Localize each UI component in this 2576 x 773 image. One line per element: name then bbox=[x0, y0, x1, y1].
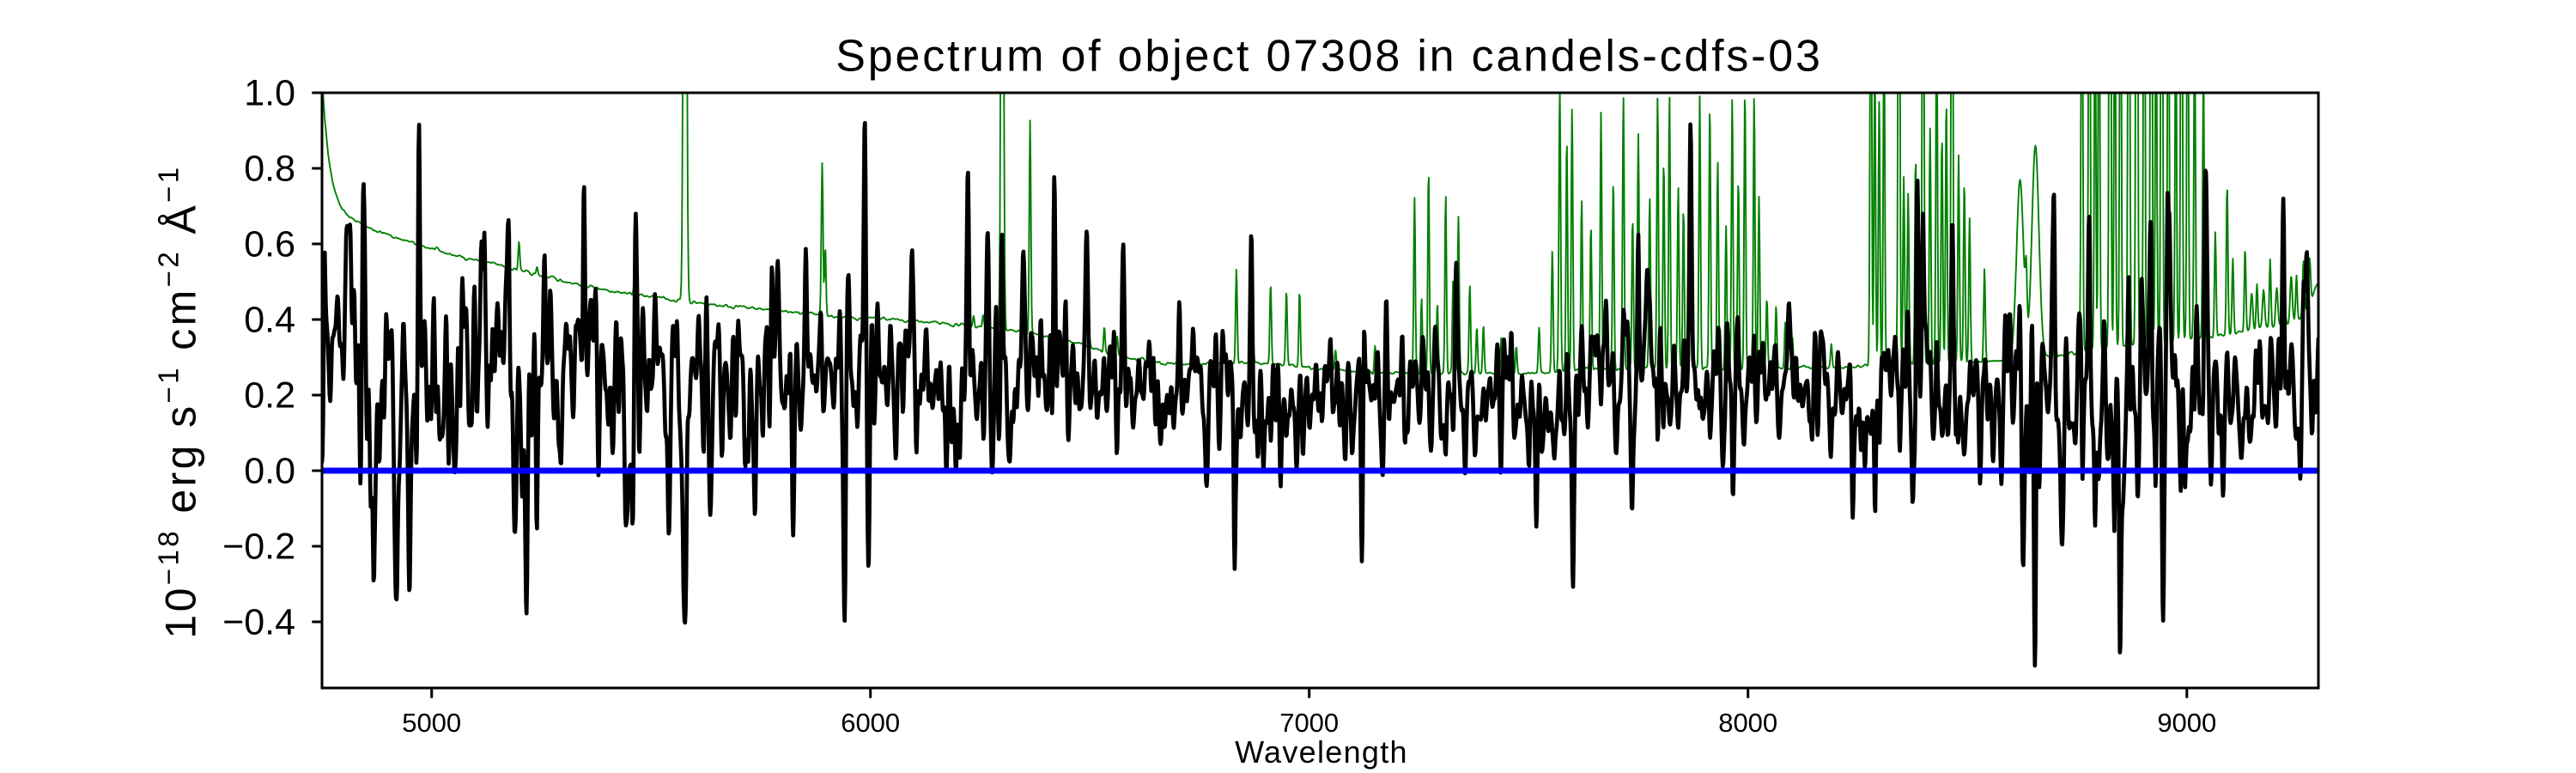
svg-text:7000: 7000 bbox=[1279, 708, 1339, 738]
svg-text:Wavelength: Wavelength bbox=[1235, 734, 1408, 770]
svg-text:0.6: 0.6 bbox=[244, 224, 295, 265]
svg-text:0.2: 0.2 bbox=[244, 375, 295, 417]
svg-text:5000: 5000 bbox=[402, 708, 461, 738]
svg-text:0.0: 0.0 bbox=[244, 451, 295, 492]
svg-text:9000: 9000 bbox=[2157, 708, 2216, 738]
svg-text:0.8: 0.8 bbox=[244, 149, 295, 190]
svg-text:Spectrum of object 07308 in ca: Spectrum of object 07308 in candels-cdfs… bbox=[835, 32, 1822, 82]
svg-text:0.4: 0.4 bbox=[244, 300, 295, 341]
svg-text:6000: 6000 bbox=[841, 708, 900, 738]
svg-text:−0.4: −0.4 bbox=[222, 602, 295, 643]
svg-text:−0.2: −0.2 bbox=[222, 526, 295, 568]
svg-text:1.0: 1.0 bbox=[244, 73, 295, 114]
svg-text:8000: 8000 bbox=[1718, 708, 1777, 738]
